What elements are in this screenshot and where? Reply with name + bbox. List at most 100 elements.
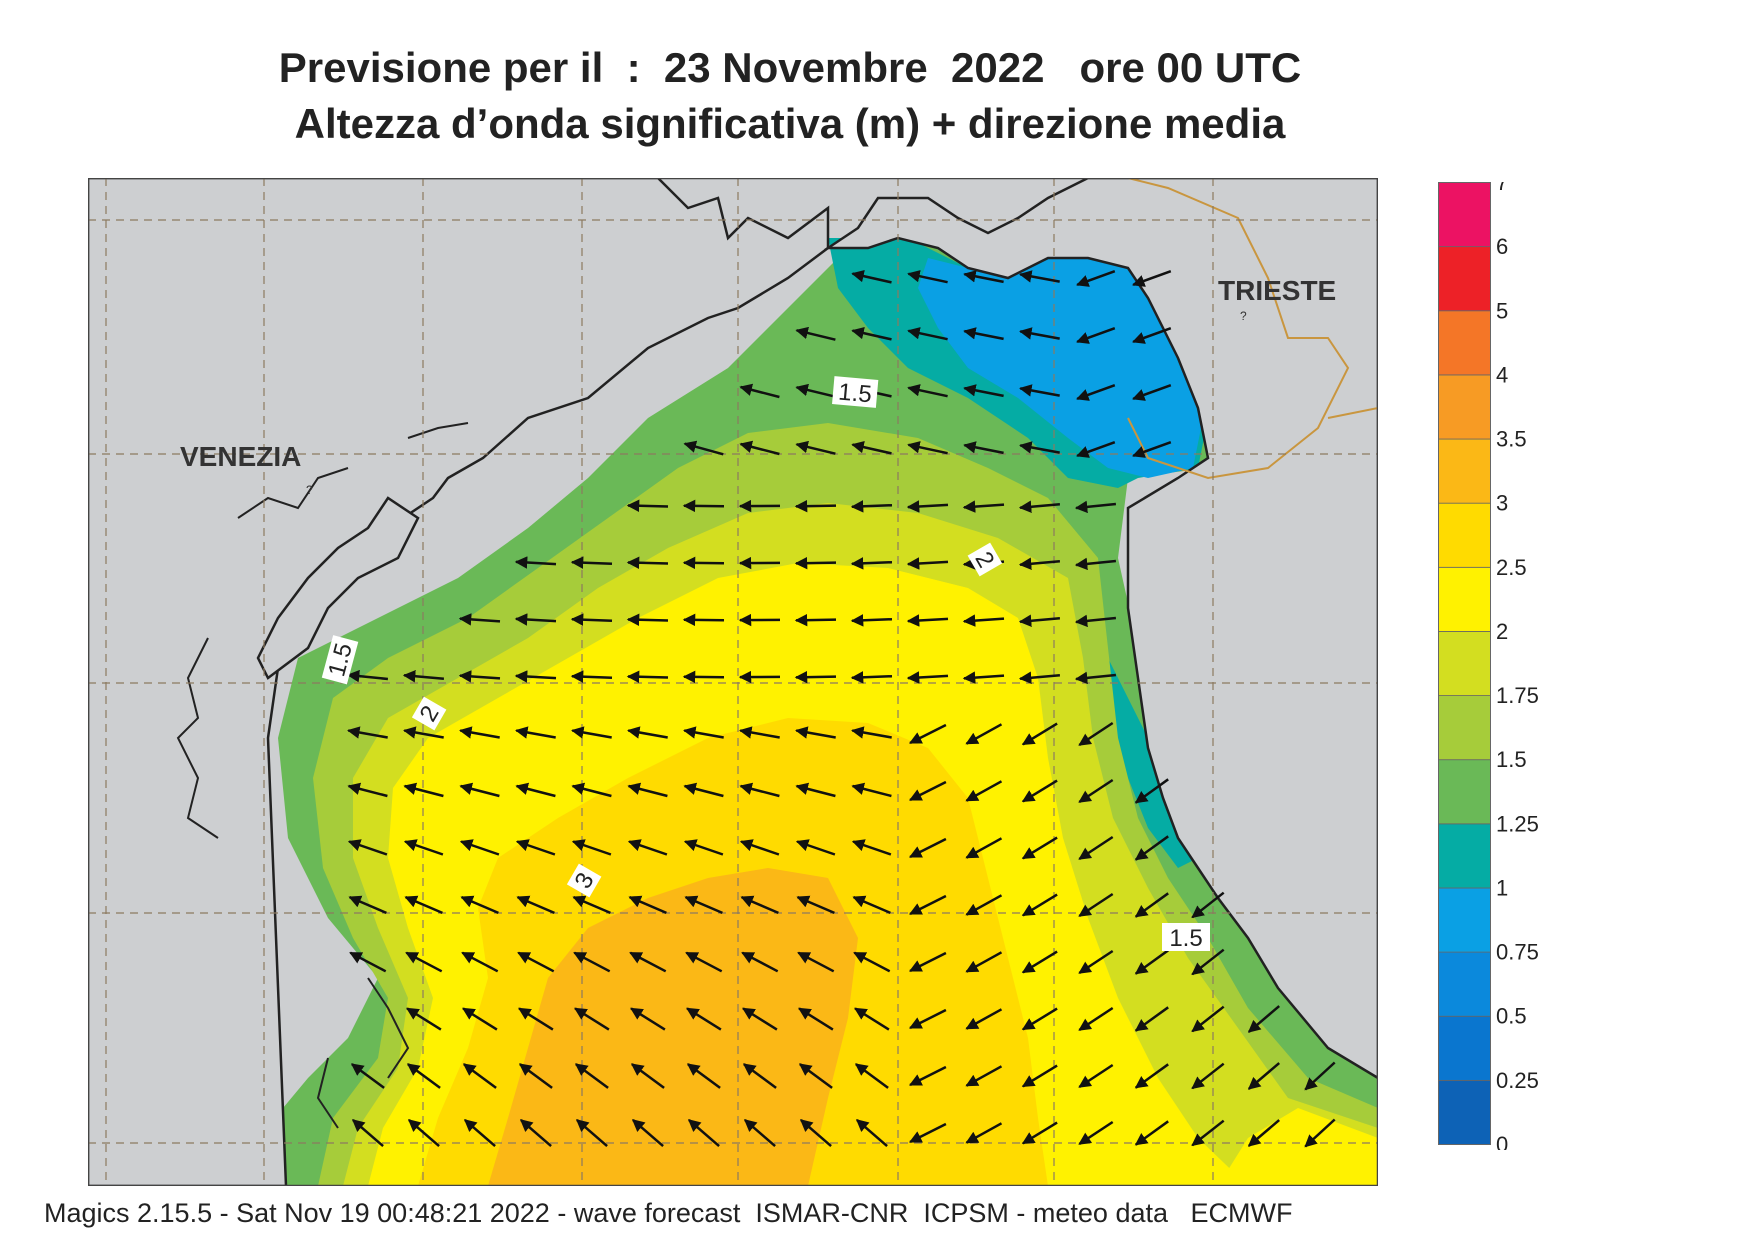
wave-direction-arrow	[403, 782, 444, 798]
wave-direction-arrow	[686, 1063, 721, 1089]
wave-direction-arrow	[458, 613, 501, 626]
wave-direction-arrow	[963, 441, 1004, 455]
wave-direction-arrow	[962, 500, 1005, 513]
wave-direction-arrow	[515, 726, 556, 739]
wave-direction-arrow	[516, 895, 555, 915]
wave-direction-arrow	[965, 951, 1003, 973]
wave-direction-arrow	[962, 614, 1005, 627]
legend-level-label: 1.5	[1496, 747, 1527, 772]
venice-islands	[256, 496, 420, 680]
wave-direction-arrow	[686, 1007, 722, 1031]
wave-direction-arrow	[743, 1118, 776, 1148]
wave-direction-arrow	[851, 269, 892, 284]
wave-direction-arrow	[571, 726, 612, 739]
wave-direction-arrow	[347, 726, 388, 739]
wave-direction-arrow	[575, 1118, 608, 1148]
wave-direction-arrow	[403, 726, 444, 739]
wave-direction-arrow	[906, 557, 949, 570]
wave-direction-arrow	[630, 1063, 665, 1089]
wave-direction-arrow	[795, 839, 836, 856]
wave-direction-arrows	[346, 269, 1336, 1148]
legend-color-block	[1438, 823, 1491, 889]
wave-direction-arrow	[795, 440, 836, 455]
wave-direction-arrow	[739, 726, 780, 739]
wave-direction-arrow	[851, 782, 892, 798]
wave-direction-arrow	[740, 895, 779, 915]
contour-label-text: 1.5	[1169, 925, 1202, 952]
wave-direction-arrow	[627, 839, 668, 856]
wave-direction-arrow	[1134, 1006, 1169, 1032]
wave-direction-arrow	[1021, 950, 1058, 974]
wave-direction-arrow	[907, 441, 948, 455]
wave-direction-arrow	[348, 895, 387, 915]
wave-direction-arrow	[1021, 836, 1058, 860]
legend-level-label: 0.5	[1496, 1004, 1527, 1029]
wave-direction-arrow	[518, 1063, 553, 1089]
wave-direction-arrow	[851, 326, 892, 341]
wave-direction-arrow	[907, 327, 948, 341]
wave-direction-arrow	[683, 726, 724, 739]
wave-direction-arrow	[965, 1008, 1003, 1030]
wave-direction-arrow	[518, 1007, 554, 1031]
legend-level-label: 2.5	[1496, 555, 1527, 580]
legend-color-block	[1438, 1015, 1491, 1081]
wave-direction-arrow	[685, 951, 723, 973]
wave-direction-arrow	[794, 670, 837, 684]
wave-direction-arrow	[463, 1118, 496, 1148]
wave-direction-arrow	[627, 726, 668, 739]
wave-direction-arrow	[519, 1118, 552, 1148]
legend-color-block	[1438, 695, 1491, 761]
wave-direction-arrow	[965, 1122, 1003, 1144]
wave-direction-arrow	[908, 1065, 947, 1087]
wave-direction-arrow	[346, 669, 389, 683]
wave-direction-arrow	[517, 951, 555, 973]
legend-color-block	[1438, 951, 1491, 1017]
wave-direction-arrow	[963, 327, 1004, 341]
wave-direction-arrow	[1018, 500, 1061, 513]
wave-direction-arrow	[1134, 835, 1169, 861]
wave-direction-arrow	[405, 951, 443, 973]
wave-direction-arrow	[1078, 1120, 1114, 1146]
wave-direction-arrow	[1191, 1062, 1225, 1090]
wave-direction-arrow	[1191, 1005, 1225, 1033]
wave-direction-arrow	[347, 782, 388, 798]
wave-direction-arrow	[908, 837, 947, 859]
wave-direction-arrow	[794, 613, 837, 627]
wave-direction-arrow	[855, 1118, 888, 1148]
wave-direction-arrow	[850, 500, 893, 513]
wave-direction-arrow	[1076, 327, 1116, 344]
legend-level-label: 1.75	[1496, 683, 1539, 708]
legend-color-block	[1438, 631, 1491, 696]
wave-direction-arrow	[1132, 270, 1172, 287]
legend-color-block	[1438, 310, 1491, 376]
footer-credits: Magics 2.15.5 - Sat Nov 19 00:48:21 2022…	[44, 1198, 1293, 1228]
wave-direction-arrow	[908, 951, 947, 973]
wave-direction-arrow	[962, 671, 1005, 684]
contour-label: 1.5	[832, 376, 879, 408]
wave-direction-arrow	[1247, 1062, 1281, 1090]
wave-direction-arrow	[850, 614, 893, 627]
wave-direction-arrow	[1018, 557, 1061, 570]
legend-level-label: 0.75	[1496, 940, 1539, 965]
wave-direction-arrow	[739, 839, 780, 856]
wave-direction-arrow	[1074, 671, 1117, 685]
wave-direction-arrow	[1132, 384, 1172, 401]
wave-direction-arrow	[1076, 441, 1116, 458]
wave-direction-arrow	[908, 1122, 947, 1144]
legend-level-label: 1	[1496, 875, 1508, 900]
wave-direction-arrow	[1078, 721, 1114, 747]
wave-direction-arrow	[853, 951, 891, 973]
wave-direction-arrow	[907, 270, 948, 284]
sea-band-3.0	[488, 868, 858, 1186]
wave-direction-arrow	[1074, 500, 1117, 514]
wave-direction-arrow	[796, 895, 835, 915]
wave-direction-arrow	[514, 613, 557, 626]
wave-direction-arrow	[462, 1063, 497, 1089]
wave-direction-arrow	[403, 839, 444, 856]
wave-direction-arrow	[687, 1118, 720, 1148]
wave-direction-arrow	[1191, 1119, 1225, 1147]
wave-direction-arrow	[1304, 1061, 1336, 1091]
wave-direction-arrow	[515, 839, 556, 856]
legend-level-label: 5	[1496, 298, 1508, 323]
legend-color-block	[1438, 374, 1491, 440]
